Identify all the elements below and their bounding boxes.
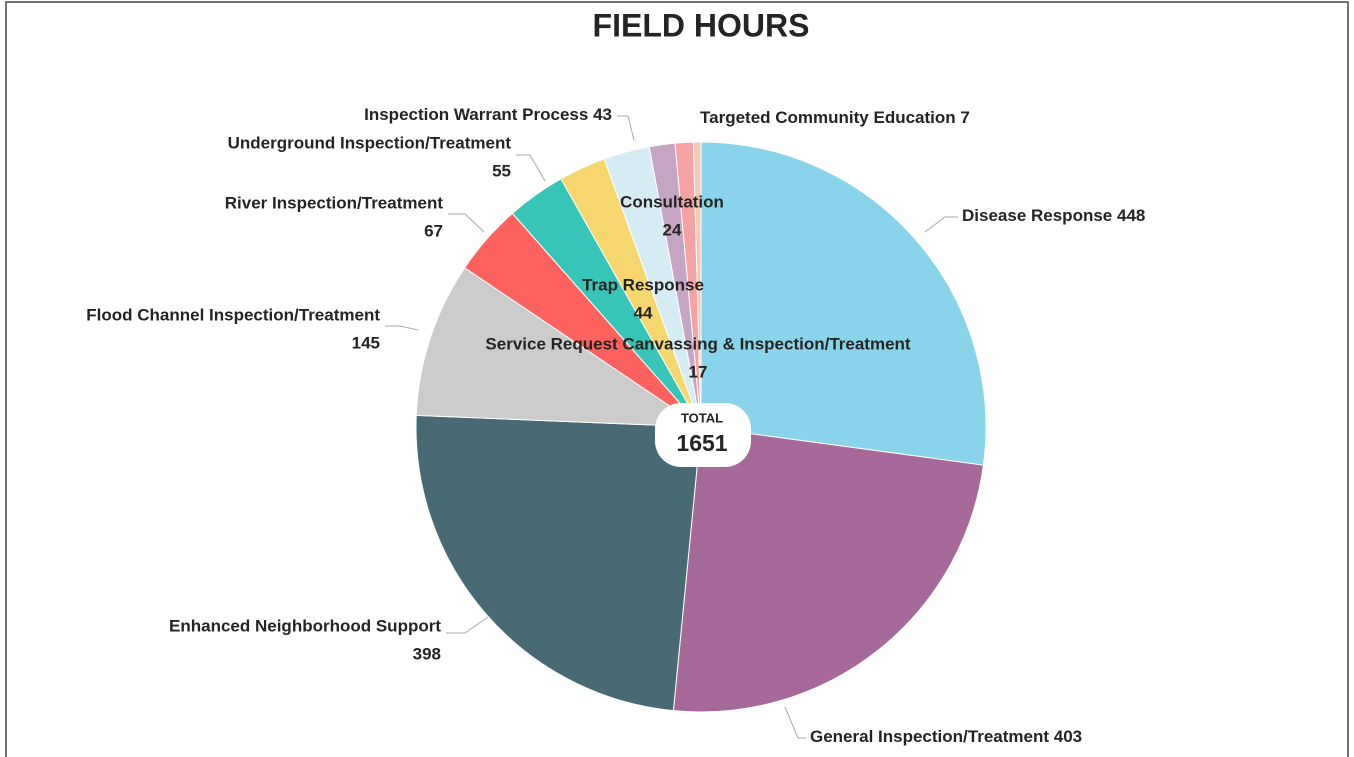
data-label: Targeted Community Education 7 <box>700 108 970 127</box>
data-label-value: 145 <box>352 333 380 352</box>
leader-line <box>446 616 489 634</box>
leader-line <box>617 115 635 141</box>
data-label-name: Trap Response <box>582 275 704 294</box>
pie-slice <box>415 414 702 712</box>
data-label: General Inspection/Treatment 403 <box>810 727 1082 746</box>
chart-title: FIELD HOURS <box>593 7 810 43</box>
total-value: 1651 <box>676 430 727 456</box>
leader-line <box>784 706 806 739</box>
frame <box>5 1 1349 757</box>
pie-slice <box>672 426 985 713</box>
data-label-value: 448 <box>1117 206 1145 225</box>
pie-slice <box>692 141 702 428</box>
data-label-value: 7 <box>960 108 969 127</box>
leader-line <box>924 216 958 233</box>
data-label-name: Targeted Community Education <box>700 108 956 127</box>
data-label: Disease Response 448 <box>962 206 1145 225</box>
total-bubble <box>655 403 751 467</box>
data-label-value: 17 <box>689 362 708 381</box>
pie-slice <box>415 267 703 428</box>
data-label-value: 43 <box>593 105 612 124</box>
data-label-name: Disease Response <box>962 206 1112 225</box>
data-label-value: 55 <box>492 161 511 180</box>
data-label-name: Consultation <box>620 192 724 211</box>
data-label-value: 44 <box>634 303 653 322</box>
data-label-name: Underground Inspection/Treatment <box>228 133 512 152</box>
data-label-value: 398 <box>413 644 441 663</box>
data-label-name: Flood Channel Inspection/Treatment <box>86 305 380 324</box>
data-label-name: Enhanced Neighborhood Support <box>169 616 441 635</box>
data-label-name: General Inspection/Treatment <box>810 727 1049 746</box>
data-label-name: Service Request Canvassing & Inspection/… <box>485 334 910 353</box>
data-label-value: 403 <box>1054 727 1082 746</box>
leader-line <box>448 213 485 233</box>
data-label-name: Inspection Warrant Process <box>364 105 588 124</box>
leader-line <box>516 154 546 182</box>
leader-line <box>385 325 419 331</box>
data-label-value: 24 <box>663 220 682 239</box>
total-label: TOTAL <box>681 410 723 425</box>
pie-slice <box>700 141 987 466</box>
data-label-name: River Inspection/Treatment <box>225 193 444 212</box>
data-label: Inspection Warrant Process 43 <box>364 105 612 124</box>
data-label-value: 67 <box>424 221 443 240</box>
